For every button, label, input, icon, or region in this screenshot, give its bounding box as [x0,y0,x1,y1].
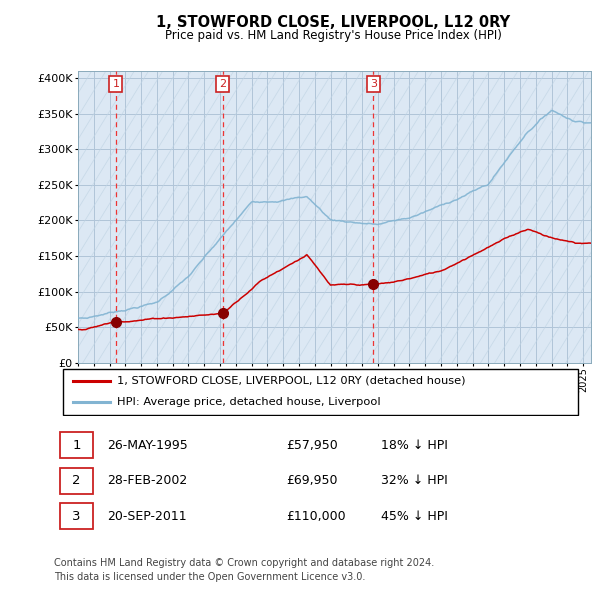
Text: 18% ↓ HPI: 18% ↓ HPI [382,439,448,452]
Text: £110,000: £110,000 [286,510,346,523]
Text: 2: 2 [73,474,81,487]
Text: Price paid vs. HM Land Registry's House Price Index (HPI): Price paid vs. HM Land Registry's House … [164,29,502,42]
Text: 1: 1 [112,78,119,88]
Text: 1: 1 [73,439,81,452]
Text: 1, STOWFORD CLOSE, LIVERPOOL, L12 0RY: 1, STOWFORD CLOSE, LIVERPOOL, L12 0RY [156,15,510,30]
FancyBboxPatch shape [62,369,578,415]
Text: 2: 2 [219,78,226,88]
FancyBboxPatch shape [61,432,93,458]
Text: 20-SEP-2011: 20-SEP-2011 [107,510,187,523]
FancyBboxPatch shape [61,468,93,494]
Text: Contains HM Land Registry data © Crown copyright and database right 2024.
This d: Contains HM Land Registry data © Crown c… [54,558,434,582]
Text: 3: 3 [73,510,81,523]
Text: HPI: Average price, detached house, Liverpool: HPI: Average price, detached house, Live… [118,398,381,408]
Text: £69,950: £69,950 [286,474,338,487]
Text: 45% ↓ HPI: 45% ↓ HPI [382,510,448,523]
Text: 26-MAY-1995: 26-MAY-1995 [107,439,188,452]
Text: 3: 3 [370,78,377,88]
Text: 28-FEB-2002: 28-FEB-2002 [107,474,187,487]
FancyBboxPatch shape [61,503,93,529]
Text: £57,950: £57,950 [286,439,338,452]
Text: 32% ↓ HPI: 32% ↓ HPI [382,474,448,487]
Text: 1, STOWFORD CLOSE, LIVERPOOL, L12 0RY (detached house): 1, STOWFORD CLOSE, LIVERPOOL, L12 0RY (d… [118,376,466,386]
